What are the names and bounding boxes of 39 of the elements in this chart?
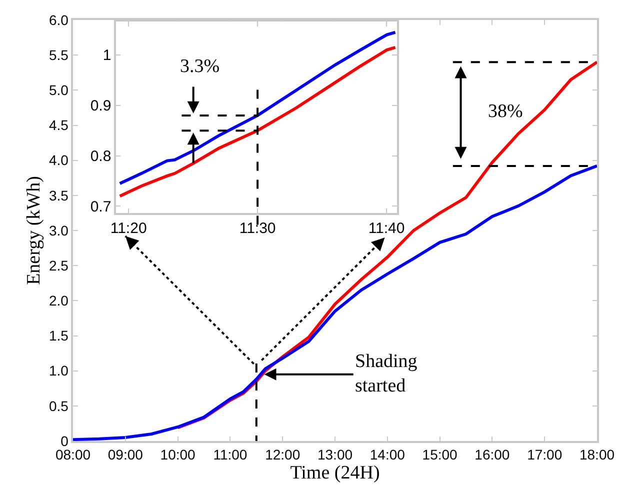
y-tick-label: 4.0	[48, 152, 69, 168]
y-tick-label: 4.5	[48, 117, 69, 134]
y-axis-title: Energy (kWh)	[23, 176, 44, 285]
y-tick-label: 5.0	[48, 82, 69, 98]
x-tick-label: 11:00	[213, 446, 248, 463]
x-tick-label: 17:00	[527, 446, 562, 463]
y-tick-label: 2.0	[48, 292, 69, 309]
y-tick-label: 3.5	[48, 187, 69, 204]
x-tick-label: 10:00	[160, 446, 196, 463]
x-tick-label: 16:00	[474, 446, 510, 463]
x-tick-label: 09:00	[108, 446, 144, 463]
y-tick-label: 1	[102, 47, 112, 64]
y-tick-label: 3.0	[48, 222, 69, 238]
line-series	[73, 164, 597, 441]
y-tick-label: 2.5	[48, 257, 69, 274]
y-tick-label: 0.9	[90, 98, 112, 115]
x-tick-label: 11:30	[239, 220, 276, 237]
y-tick-label: 0.7	[90, 198, 112, 216]
annotation: 3.3%	[180, 56, 220, 77]
y-tick-label: 1.5	[48, 328, 69, 344]
y-tick-label: 0.5	[48, 398, 69, 414]
x-tick-label: 11:20	[110, 220, 147, 237]
y-tick-label: 1.0	[48, 362, 69, 379]
x-tick-label: 14:00	[370, 446, 406, 463]
y-tick-label: 5.5	[48, 46, 69, 63]
x-tick-label: 18:00	[579, 446, 615, 463]
x-axis-title: Time (24H)	[290, 462, 380, 484]
y-tick-label: 0.8	[90, 148, 112, 166]
line-series	[118, 46, 397, 198]
x-tick-label: 13:00	[317, 446, 353, 463]
x-tick-label: 08:00	[55, 446, 91, 463]
x-tick-label: 11:40	[368, 220, 405, 237]
annotation: 38%	[488, 101, 523, 122]
annotation: Shading started	[355, 351, 418, 397]
y-tick-label: 0	[60, 432, 69, 449]
x-tick-label: 15:00	[422, 446, 458, 463]
y-tick-label: 6.0	[48, 12, 69, 28]
x-tick-label: 12:00	[265, 446, 300, 463]
line-series	[118, 30, 397, 185]
